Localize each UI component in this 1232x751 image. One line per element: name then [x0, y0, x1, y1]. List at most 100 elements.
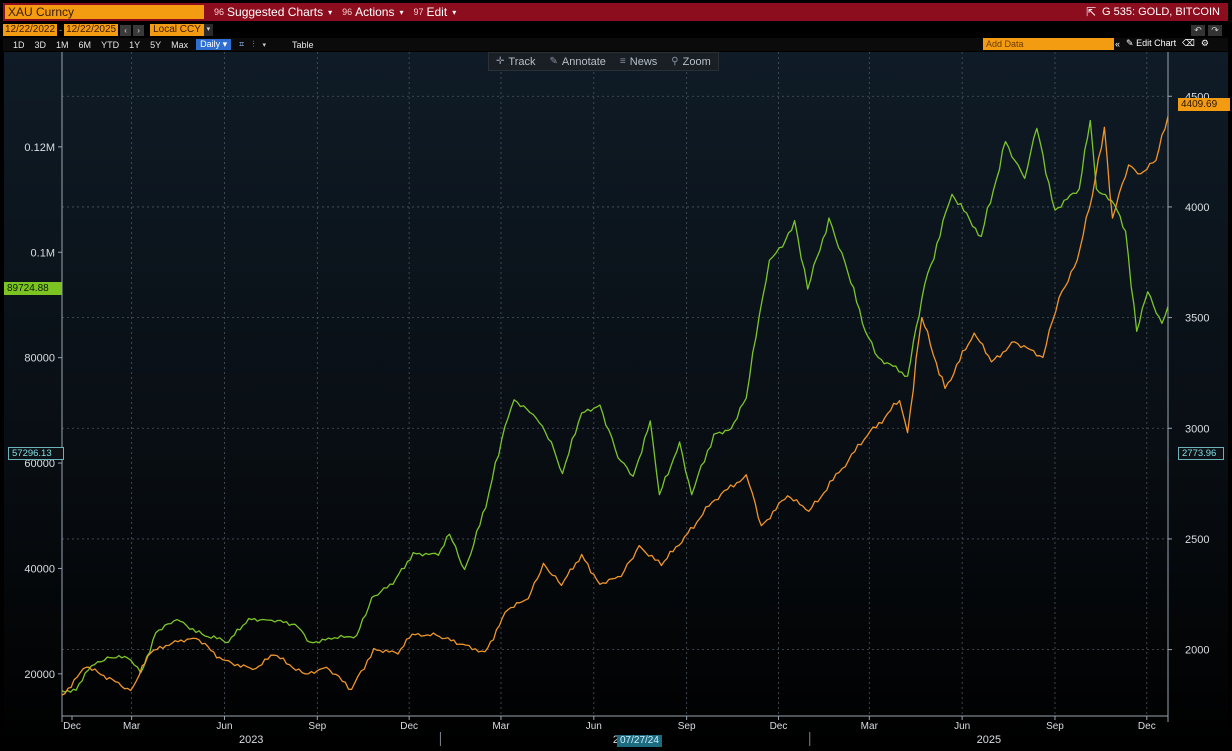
redo-icon[interactable]: ↷	[1208, 24, 1222, 36]
gold-series-line	[61, 116, 1169, 696]
x-axis-tick-label: Mar	[861, 721, 879, 732]
x-axis-tick-label: Dec	[770, 721, 788, 732]
bitcoin-crosshair-value-tag: 57296.13	[8, 447, 64, 460]
x-axis-tick-label: Dec	[63, 721, 81, 732]
left-axis-tick-label: 0.1M	[31, 247, 55, 259]
x-axis-tick-label: Jun	[216, 721, 232, 732]
edit-chart-label: Edit Chart	[1136, 38, 1177, 48]
suggested-charts-label: Suggested Charts	[227, 5, 324, 19]
gear-icon[interactable]: ⚙	[1200, 38, 1209, 48]
period-button[interactable]: 3D	[34, 39, 47, 50]
x-axis-tick-label: Mar	[492, 721, 510, 732]
gold-crosshair-value-tag: 2773.96	[1178, 447, 1224, 460]
x-axis-tick-label: Dec	[1138, 721, 1156, 732]
chevron-right-icon[interactable]: ›	[133, 24, 145, 36]
x-axis-tick-label: Sep	[678, 721, 696, 732]
left-axis-tick-label: 80000	[24, 353, 55, 365]
tick-labels: 20000 40000 60000 80000 0.1M 0.12M 2000 2500 300…	[24, 91, 1209, 746]
collapse-icon[interactable]: «	[1115, 38, 1121, 49]
menu-number: 96	[342, 7, 353, 17]
zoom-label: Zoom	[682, 55, 711, 68]
menu-number: 97	[413, 7, 424, 17]
pencil-icon[interactable]: ⌫	[1182, 38, 1195, 48]
left-axis-tick-label: 60000	[24, 458, 55, 470]
period-button[interactable]: 1D	[13, 39, 25, 50]
gold-last-value-tag: 4409.69	[1178, 98, 1230, 111]
chart-tools-bar: ✛ Track ✎ Annotate ≡ News ⚲ Zoom	[488, 52, 719, 71]
chevron-down-icon: ▾	[452, 7, 457, 17]
chevron-down-icon: ▾	[328, 7, 333, 17]
edit-menu[interactable]: 97 Edit ▾	[413, 5, 456, 19]
menu-number: 96	[214, 7, 225, 17]
chevron-left-icon[interactable]: ‹	[120, 24, 132, 36]
end-date-field[interactable]: 12/22/2025	[64, 24, 119, 36]
period-button[interactable]: 5Y	[150, 39, 162, 50]
news-icon: ≡	[619, 56, 626, 67]
line-chart-icon[interactable]: ⌗	[239, 39, 245, 49]
security-title-text: G 535: GOLD, BITCOIN	[1102, 6, 1220, 18]
magnifier-icon: ⚲	[671, 56, 679, 67]
date-separator: -	[59, 25, 63, 35]
series-layer	[61, 116, 1169, 696]
chevron-down-icon[interactable]: ▾	[262, 41, 267, 49]
bitcoin-series-line	[61, 119, 1169, 693]
currency-select[interactable]: Local CCY	[150, 24, 204, 36]
actions-label: Actions	[355, 5, 395, 19]
edit-chart-button[interactable]: ✎ Edit Chart	[1126, 38, 1177, 48]
suggested-charts-menu[interactable]: 96 Suggested Charts ▾	[214, 5, 332, 19]
x-axis-tick-label: Mar	[123, 721, 141, 732]
right-axis-tick-label: 3500	[1185, 313, 1209, 325]
news-label: News	[629, 55, 658, 68]
left-axis-tick-label: 40000	[24, 563, 55, 575]
external-link-icon[interactable]: ⇱	[1085, 5, 1097, 19]
track-label: Track	[508, 55, 536, 68]
add-data-input[interactable]: Add Data	[983, 38, 1114, 50]
year-label: 2025	[977, 734, 1001, 746]
period-button[interactable]: 1M	[56, 39, 69, 50]
left-axis-tick-label: 20000	[24, 669, 55, 681]
news-button[interactable]: ≡ News	[613, 56, 664, 68]
x-axis-tick-label: Dec	[400, 721, 418, 732]
year-label: 2023	[239, 734, 263, 746]
crosshair-date-tag: 07/27/24	[617, 735, 662, 747]
x-axis-tick-label: Jun	[586, 721, 602, 732]
actions-menu[interactable]: 96 Actions ▾	[342, 5, 403, 19]
undo-icon[interactable]: ↶	[1191, 24, 1205, 36]
period-bar: 1D 3D 1M 6M YTD 1Y 5Y Max Daily ▾ ⌗ ⫶ ▾ …	[3, 38, 1228, 51]
plot-background	[4, 52, 1228, 748]
zoom-button[interactable]: ⚲ Zoom	[664, 56, 717, 68]
x-axis-tick-label: Jun	[954, 721, 970, 732]
chevron-down-icon[interactable]: ▾	[203, 24, 213, 36]
right-axis-tick-label: 2000	[1185, 645, 1209, 657]
pencil-icon: ✎	[549, 56, 558, 67]
annotate-label: Annotate	[561, 55, 606, 68]
ticker-input[interactable]: XAU Curncy	[5, 5, 204, 19]
axes	[58, 52, 1172, 746]
x-axis-tick-label: Sep	[308, 721, 326, 732]
period-button[interactable]: 1Y	[129, 39, 141, 50]
start-date-field[interactable]: 12/22/2022	[3, 24, 58, 36]
edit-label: Edit	[426, 5, 448, 19]
date-range-bar: 12/22/2022 - 12/22/2025 ‹ › Local CCY ▾ …	[3, 23, 1228, 37]
frequency-select[interactable]: Daily ▾	[196, 39, 232, 50]
edit-chart-group: « ✎ Edit Chart ⌫ ⚙	[1115, 38, 1209, 49]
frequency-label: Daily	[200, 39, 221, 49]
table-button[interactable]: Table	[292, 39, 314, 50]
bar-style-icon[interactable]: ⫶	[252, 39, 255, 49]
right-axis-tick-label: 3000	[1185, 423, 1209, 435]
period-button[interactable]: Max	[171, 39, 189, 50]
period-button[interactable]: YTD	[101, 39, 120, 50]
security-title: ⇱ G 535: GOLD, BITCOIN	[1086, 5, 1220, 19]
grid-lines	[62, 52, 1168, 716]
right-axis-tick-label: 2500	[1185, 534, 1209, 546]
track-button[interactable]: ✛ Track	[489, 56, 542, 68]
undo-redo-group: ↶ ↷	[1191, 24, 1222, 36]
period-button[interactable]: 6M	[78, 39, 92, 50]
bitcoin-last-value-tag: 89724.88	[4, 282, 62, 295]
x-axis-tick-label: Sep	[1046, 721, 1064, 732]
annotate-button[interactable]: ✎ Annotate	[542, 56, 612, 68]
left-axis-tick-label: 0.12M	[24, 142, 55, 154]
right-axis-tick-label: 4000	[1185, 202, 1209, 214]
